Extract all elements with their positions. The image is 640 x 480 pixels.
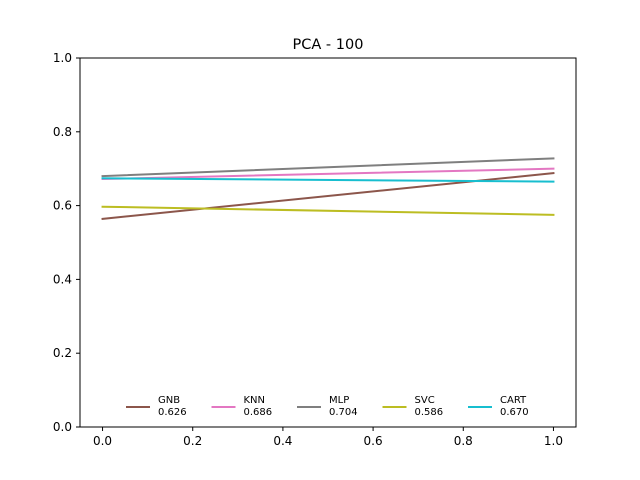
x-tick-label: 0.2 <box>183 434 202 448</box>
series-line-mlp <box>101 157 555 178</box>
legend-score-cart: 0.670 <box>500 407 529 418</box>
series-line-knn <box>101 167 555 181</box>
x-tick-label: 1.0 <box>544 434 563 448</box>
legend-score-gnb: 0.626 <box>158 407 187 418</box>
legend-label-svc: SVC <box>415 395 435 406</box>
chart-title: PCA - 100 <box>293 37 364 53</box>
y-tick-label: 0.6 <box>53 199 72 213</box>
legend-label-cart: CART <box>500 395 527 406</box>
y-tick-label: 0.8 <box>53 125 72 139</box>
y-tick-label: 0.4 <box>53 272 72 286</box>
y-tick-label: 1.0 <box>53 51 72 65</box>
x-tick-label: 0.8 <box>454 434 473 448</box>
series-line-cart <box>101 177 555 183</box>
x-tick-label: 0.4 <box>273 434 292 448</box>
plot-frame <box>79 57 577 428</box>
legend-score-knn: 0.686 <box>244 407 273 418</box>
legend-label-mlp: MLP <box>329 395 349 406</box>
legend-label-knn: KNN <box>244 395 266 406</box>
y-tick-label: 0.2 <box>53 346 72 360</box>
series-line-svc <box>101 205 555 216</box>
x-tick-label: 0.0 <box>93 434 112 448</box>
legend-score-svc: 0.586 <box>415 407 444 418</box>
y-tick-label: 0.0 <box>53 420 72 434</box>
axes-layer: 0.0 0.2 0.4 0.6 0.8 1.0 0.0 0.2 0.4 0.6 0.8 1.0 <box>53 51 577 448</box>
legend-score-mlp: 0.704 <box>329 407 358 418</box>
legend-label-gnb: GNB <box>158 395 180 406</box>
x-tick-label: 0.6 <box>364 434 383 448</box>
series-layer <box>101 157 555 220</box>
